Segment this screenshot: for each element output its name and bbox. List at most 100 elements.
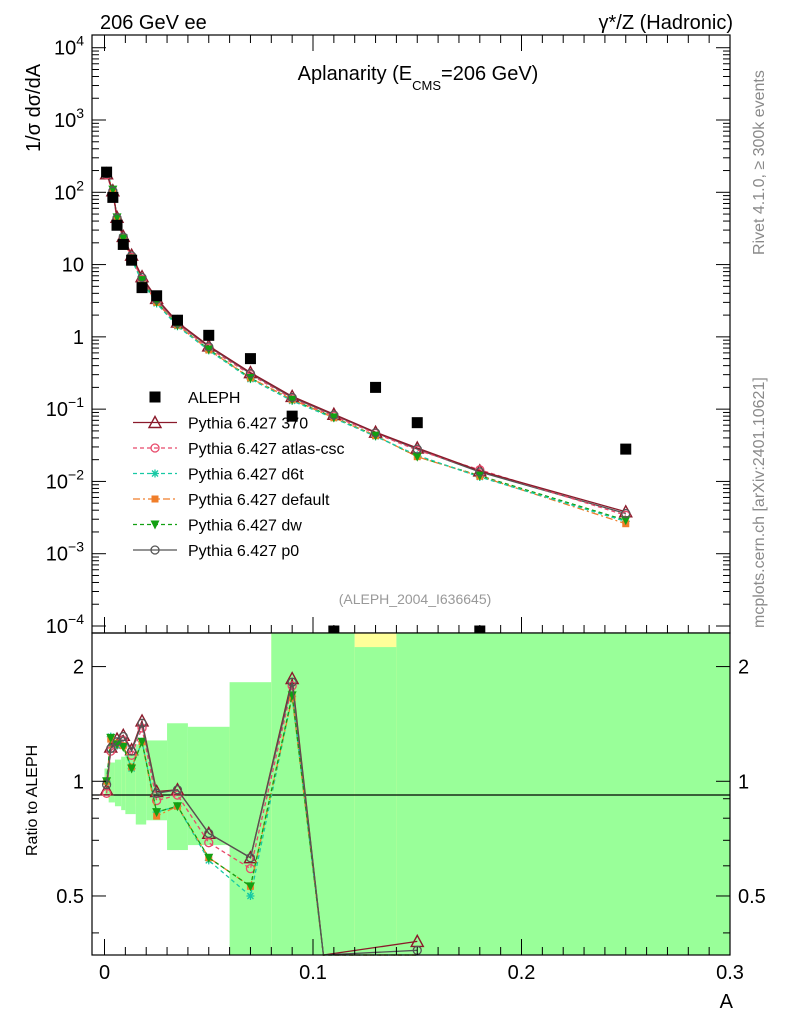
x-axis-label: A (720, 991, 734, 1013)
ratio-frame (91, 632, 731, 956)
data-point (370, 381, 382, 393)
ratio-band-1sigma (125, 753, 136, 815)
main-ytick-base: 10 (54, 182, 76, 204)
main-ytick-base: 10 (46, 471, 68, 493)
legend-label: Pythia 6.427 d6t (188, 467, 304, 484)
series-line (105, 173, 626, 513)
ratio-point (204, 838, 214, 848)
series-point (329, 410, 339, 420)
main-ytick-base: 10 (54, 38, 76, 60)
main-ytick-exponent: −1 (68, 394, 84, 410)
data-point (171, 314, 183, 326)
ratio-point (137, 718, 147, 728)
ratio-point (118, 743, 128, 753)
ratio-point (204, 828, 214, 839)
ratio-band-1sigma (108, 762, 115, 803)
ratio-point (137, 737, 147, 747)
legend-marker (149, 391, 161, 403)
data-point (620, 443, 632, 455)
legend-marker (151, 495, 159, 503)
legend-label: Pythia 6.427 default (188, 492, 330, 509)
ratio-point (172, 785, 183, 795)
series-line (105, 173, 626, 515)
data-point (328, 625, 340, 637)
ratio-point (151, 788, 162, 798)
legend-label: Pythia 6.427 370 (188, 416, 308, 433)
ratio-point (106, 746, 116, 756)
ratio-point (99, 782, 114, 796)
series-point (287, 395, 297, 405)
main-ytick-base: 10 (54, 110, 76, 132)
series-point (112, 213, 122, 223)
legend-marker (150, 520, 160, 530)
ratio-xtick-label: 0 (99, 962, 110, 984)
data-point (244, 353, 256, 365)
ratio-band-1sigma (271, 633, 355, 955)
ratio-band-1sigma (121, 756, 126, 811)
ratio-band-1sigma (354, 647, 397, 955)
ratio-line (105, 682, 418, 956)
analysis-id-label: (ALEPH_2004_I636645) (339, 591, 492, 607)
mcplots-label: mcplots.cern.ch [arXiv:2401.10621] (751, 377, 768, 628)
ratio-point (126, 746, 137, 756)
series-point (204, 342, 214, 352)
ratio-ylabel: Ratio to ALEPH (24, 745, 41, 856)
main-ytick-label: 1 (73, 327, 84, 349)
ratio-point (152, 808, 162, 818)
series-point (287, 392, 297, 403)
series-point (137, 272, 147, 283)
main-ytick-label: 104 (54, 33, 84, 60)
ratio-point (112, 740, 122, 750)
ratio-point (246, 891, 255, 900)
ratio-point (106, 743, 116, 754)
ratio-point (245, 882, 255, 892)
main-ytick-label: 10−2 (46, 466, 84, 493)
main-ytick-base: 10 (46, 544, 68, 566)
ratio-ytick-label-right: 1 (738, 771, 749, 793)
ratio-ytick-label-right: 0.5 (738, 886, 766, 908)
data-point (286, 410, 298, 422)
ratio-point (151, 795, 162, 806)
ratio-band-1sigma (146, 740, 168, 821)
series-point (245, 368, 256, 379)
header-right-label: γ*/Z (Hadronic) (599, 12, 733, 34)
data-point (126, 254, 138, 266)
ratio-band-1sigma (229, 682, 272, 955)
legend-marker (147, 415, 163, 429)
main-panel: Aplanarity (ECMS=206 GeV) 1/σ dσ/dA (ALE… (23, 33, 731, 638)
ratio-bands (104, 633, 730, 955)
main-ytick-label: 10−1 (46, 394, 84, 421)
data-point (203, 329, 215, 341)
legend-marker (151, 469, 159, 478)
main-ytick-exponent: −2 (68, 466, 84, 482)
ratio-band-1sigma (167, 723, 188, 851)
legend-label: ALEPH (188, 390, 240, 407)
ratio-point (118, 731, 128, 742)
series-line (105, 174, 626, 516)
main-ytick-base: 10 (62, 255, 84, 277)
main-ytick-exponent: −3 (68, 539, 84, 555)
main-ytick-label: 10 (62, 255, 84, 277)
data-point (107, 191, 119, 203)
ratio-point (287, 677, 297, 687)
series-line (105, 171, 626, 523)
data-point (411, 417, 423, 429)
legend-marker (150, 443, 160, 453)
main-ytick-label: 10−3 (46, 539, 84, 566)
ratio-ytick-label: 0.5 (56, 886, 84, 908)
main-ytick-base: 10 (46, 399, 68, 421)
series-point (245, 373, 255, 383)
series-point (204, 345, 214, 355)
main-ytick-base: 10 (46, 616, 68, 638)
series-line (105, 171, 627, 525)
series-point (475, 467, 485, 477)
data-point (474, 625, 486, 637)
series-point (370, 428, 381, 438)
series-point (371, 431, 381, 441)
series-point (412, 444, 422, 454)
series-point (621, 516, 631, 526)
ratio-band-1sigma (396, 633, 730, 955)
ratio-ytick-label: 1 (73, 771, 84, 793)
